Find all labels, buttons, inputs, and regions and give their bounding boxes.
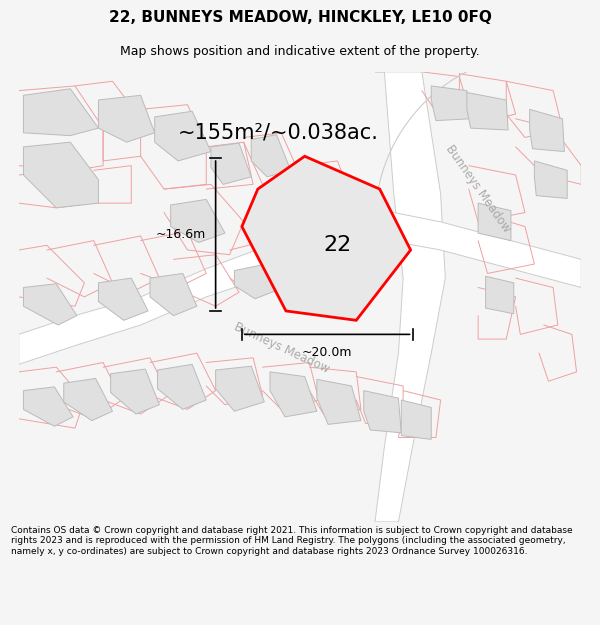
Polygon shape (478, 203, 511, 241)
Polygon shape (375, 72, 445, 522)
Polygon shape (170, 199, 225, 242)
Text: Contains OS data © Crown copyright and database right 2021. This information is : Contains OS data © Crown copyright and d… (11, 526, 572, 556)
Polygon shape (530, 109, 565, 151)
Polygon shape (98, 278, 148, 320)
Polygon shape (155, 111, 211, 161)
Polygon shape (215, 366, 265, 411)
Polygon shape (150, 274, 197, 316)
Polygon shape (98, 95, 155, 142)
Polygon shape (158, 364, 206, 409)
Text: ~20.0m: ~20.0m (302, 346, 352, 359)
Polygon shape (235, 264, 280, 299)
Polygon shape (19, 213, 581, 364)
Polygon shape (270, 372, 317, 417)
Text: Map shows position and indicative extent of the property.: Map shows position and indicative extent… (120, 45, 480, 58)
Polygon shape (317, 379, 361, 424)
Polygon shape (535, 161, 567, 199)
Text: 22, BUNNEYS MEADOW, HINCKLEY, LE10 0FQ: 22, BUNNEYS MEADOW, HINCKLEY, LE10 0FQ (109, 11, 491, 26)
Polygon shape (431, 86, 470, 121)
Polygon shape (23, 284, 77, 325)
Text: Bunneys Meadow: Bunneys Meadow (232, 321, 331, 376)
Polygon shape (23, 142, 98, 208)
Polygon shape (401, 400, 431, 439)
Polygon shape (467, 92, 508, 130)
Polygon shape (110, 369, 160, 414)
Polygon shape (23, 387, 73, 426)
Polygon shape (211, 143, 251, 184)
Text: Bunneys Meadow: Bunneys Meadow (443, 143, 513, 235)
Text: ~16.6m: ~16.6m (156, 228, 206, 241)
Polygon shape (251, 134, 290, 177)
Text: 22: 22 (323, 235, 352, 255)
Polygon shape (485, 276, 514, 314)
Polygon shape (23, 89, 98, 136)
Polygon shape (242, 156, 410, 320)
Text: ~155m²/~0.038ac.: ~155m²/~0.038ac. (178, 122, 379, 142)
Polygon shape (364, 391, 401, 432)
Polygon shape (64, 378, 113, 421)
